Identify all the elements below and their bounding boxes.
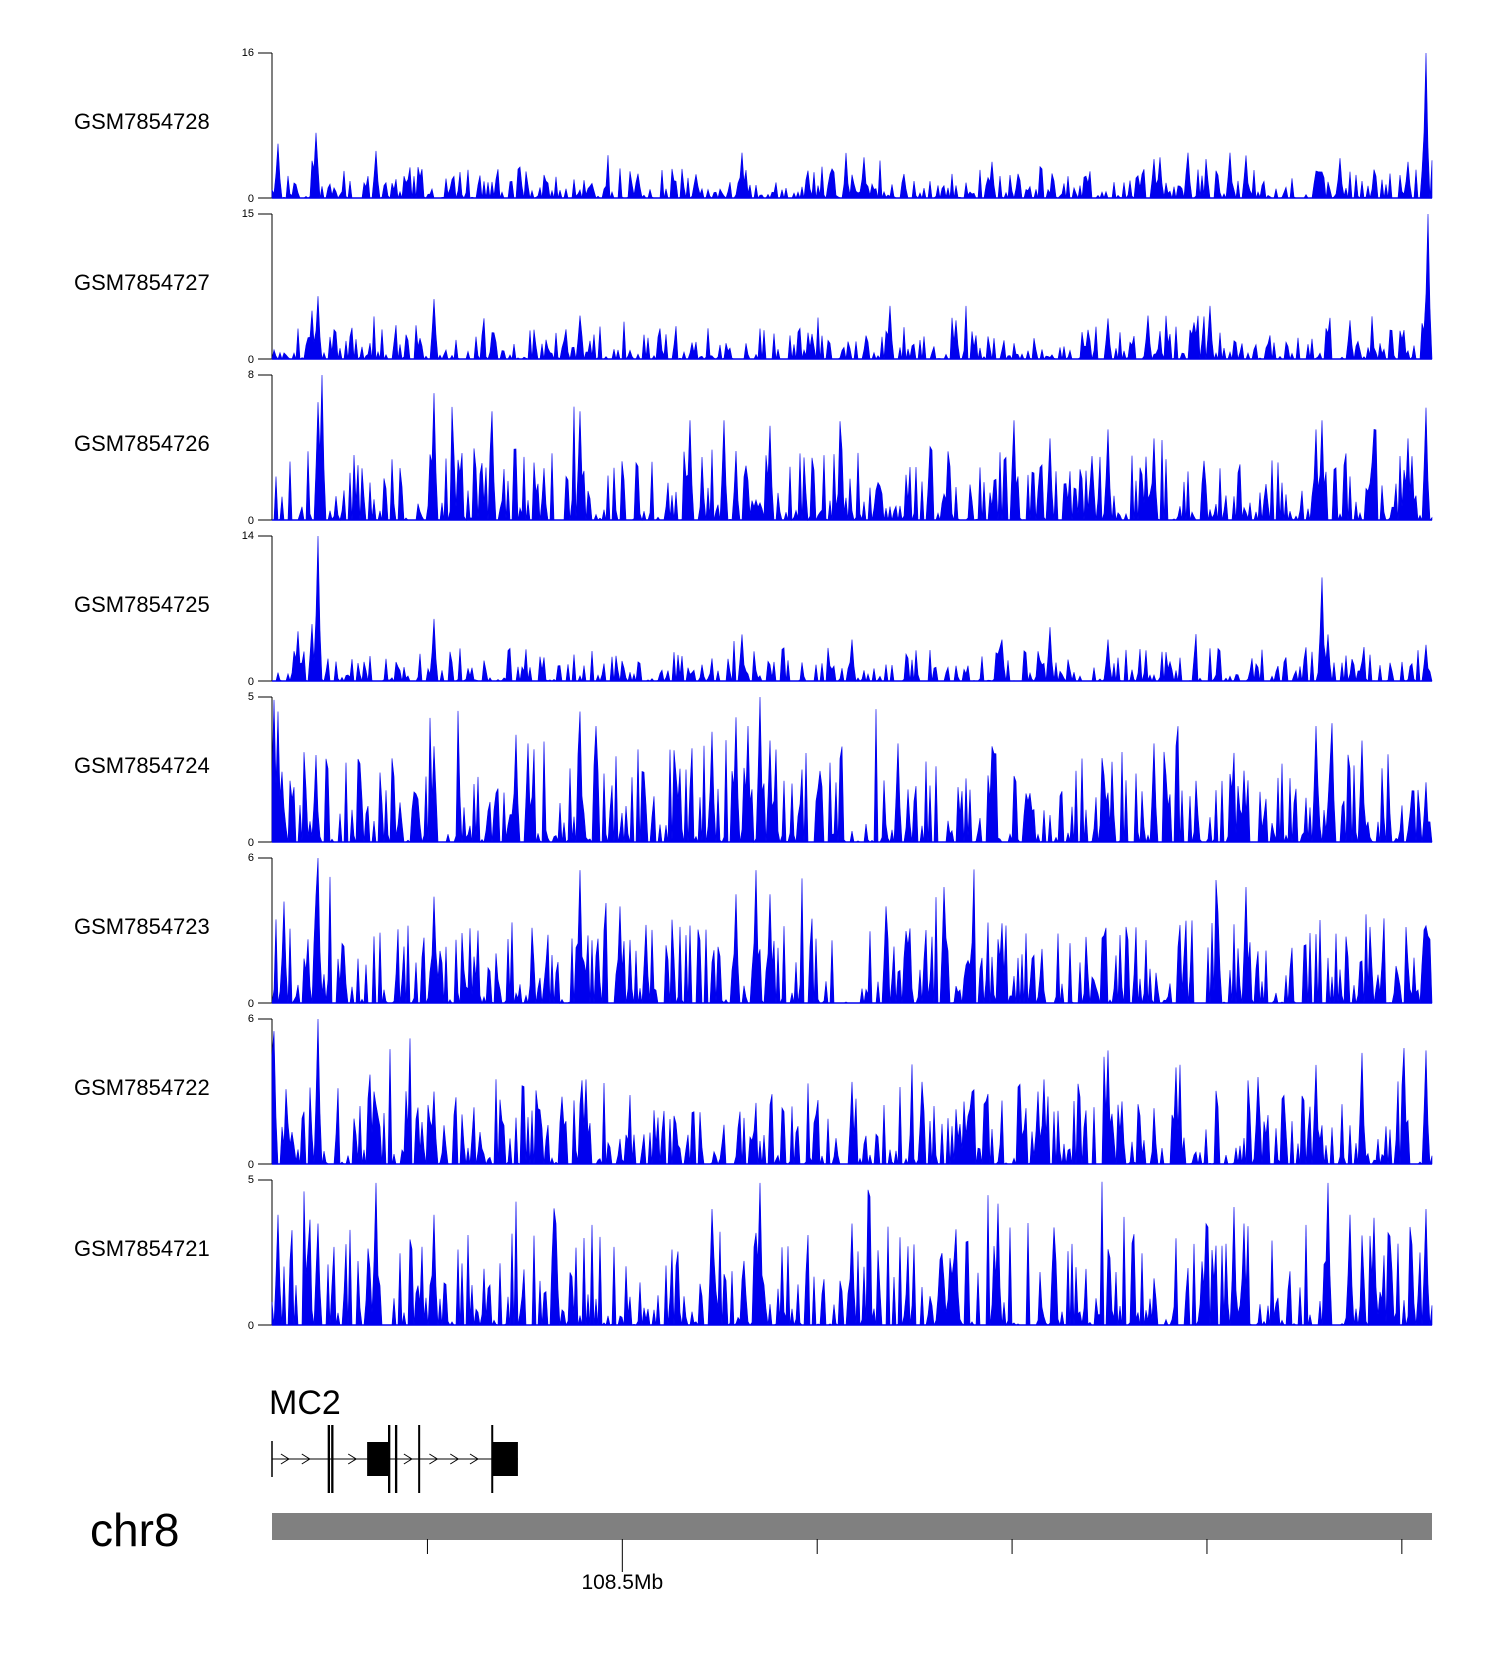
signal-area (271, 1018, 1433, 1165)
y-tick-max-label: 14 (242, 530, 254, 542)
strand-arrow (469, 1453, 479, 1465)
signal-area (271, 52, 1433, 200)
signal-tracks: GSM7854728160GSM7854727150GSM785472680GS… (74, 47, 1433, 1332)
gene-exon (327, 1425, 330, 1493)
track-GSM7854722: GSM7854722 6 0 (74, 1013, 1433, 1171)
gene-exon (367, 1442, 388, 1476)
signal-area (271, 374, 1433, 522)
y-tick-min-label: 0 (248, 837, 254, 849)
y-tick-min-label: 0 (248, 515, 254, 527)
track-GSM7854725: GSM7854725 14 0 (74, 530, 1433, 688)
track-label: GSM7854723 (74, 914, 210, 939)
track-GSM7854728: GSM7854728 16 0 (74, 47, 1433, 205)
strand-arrow (347, 1453, 358, 1465)
strand-arrow (450, 1453, 460, 1465)
gene-exon (331, 1425, 334, 1493)
track-GSM7854721: GSM7854721 5 0 (74, 1174, 1433, 1332)
track-label: GSM7854728 (74, 109, 210, 134)
signal-area (272, 535, 1433, 683)
y-tick-min-label: 0 (248, 1159, 254, 1171)
gene-exon (492, 1442, 518, 1476)
track-GSM7854726: GSM7854726 8 0 (74, 369, 1433, 527)
gene-track: MC2 (269, 1384, 518, 1493)
y-tick-min-label: 0 (248, 998, 254, 1010)
strand-arrow (301, 1453, 311, 1465)
track-label: GSM7854725 (74, 592, 210, 617)
y-tick-min-label: 0 (248, 193, 254, 205)
y-tick-min-label: 0 (248, 676, 254, 688)
track-GSM7854723: GSM7854723 6 0 (74, 852, 1433, 1010)
track-label: GSM7854726 (74, 431, 210, 456)
strand-arrow (403, 1453, 413, 1465)
signal-area (271, 1181, 1433, 1327)
y-tick-min-label: 0 (248, 1320, 254, 1332)
y-tick-min-label: 0 (248, 354, 254, 366)
track-label: GSM7854721 (74, 1236, 210, 1261)
track-GSM7854724: GSM7854724 5 0 (74, 691, 1433, 849)
gene-exon (394, 1425, 398, 1493)
gene-exon (418, 1425, 421, 1493)
signal-area (271, 696, 1433, 844)
chromosome-axis: chr8 108.5Mb (90, 1504, 1432, 1594)
track-label: GSM7854722 (74, 1075, 210, 1100)
y-tick-max-label: 15 (242, 208, 254, 220)
track-label: GSM7854724 (74, 753, 210, 778)
chromosome-label: chr8 (90, 1504, 179, 1556)
chromosome-band (272, 1513, 1432, 1538)
y-tick-max-label: 16 (242, 47, 254, 59)
signal-area (271, 213, 1433, 361)
track-label: GSM7854727 (74, 270, 210, 295)
gene-name-label: MC2 (269, 1384, 341, 1422)
y-tick-max-label: 8 (248, 369, 254, 381)
position-label: 108.5Mb (581, 1571, 663, 1594)
track-GSM7854727: GSM7854727 15 0 (74, 208, 1433, 366)
gene-exon (491, 1425, 494, 1493)
signal-area (271, 857, 1433, 1005)
y-tick-max-label: 5 (248, 1174, 254, 1186)
gene-exon (388, 1425, 391, 1493)
y-tick-max-label: 5 (248, 691, 254, 703)
y-tick-max-label: 6 (248, 852, 254, 864)
strand-arrow (280, 1453, 290, 1465)
y-tick-max-label: 6 (248, 1013, 254, 1025)
strand-arrow (429, 1453, 439, 1465)
